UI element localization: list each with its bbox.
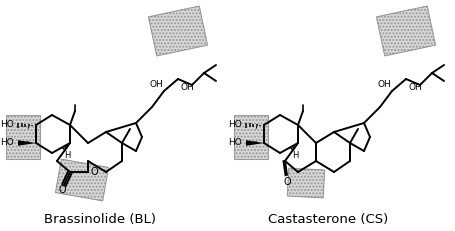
FancyBboxPatch shape [148, 7, 207, 57]
Text: OH: OH [407, 83, 421, 92]
Text: O: O [283, 176, 290, 186]
Text: HO: HO [228, 138, 242, 147]
Text: OH: OH [149, 80, 162, 89]
Text: OH: OH [180, 83, 193, 92]
Text: ,: , [254, 119, 257, 129]
Text: HO: HO [228, 120, 242, 129]
Text: OH: OH [376, 80, 390, 89]
Text: Brassinolide (BL): Brassinolide (BL) [44, 213, 156, 225]
Polygon shape [245, 141, 263, 146]
FancyBboxPatch shape [56, 159, 108, 201]
FancyBboxPatch shape [287, 168, 324, 198]
FancyBboxPatch shape [233, 116, 268, 159]
FancyBboxPatch shape [375, 7, 435, 57]
Text: O: O [58, 184, 66, 194]
Text: O: O [90, 166, 98, 176]
Text: HO: HO [0, 120, 14, 129]
Text: ’’: ’’ [26, 139, 30, 145]
Text: H: H [291, 151, 298, 160]
FancyBboxPatch shape [6, 116, 40, 159]
Polygon shape [18, 141, 36, 146]
Text: ’’: ’’ [253, 139, 258, 145]
Text: ,: , [26, 119, 30, 129]
Text: HO: HO [0, 138, 14, 147]
Text: H: H [64, 151, 70, 160]
Text: Castasterone (CS): Castasterone (CS) [267, 213, 387, 225]
